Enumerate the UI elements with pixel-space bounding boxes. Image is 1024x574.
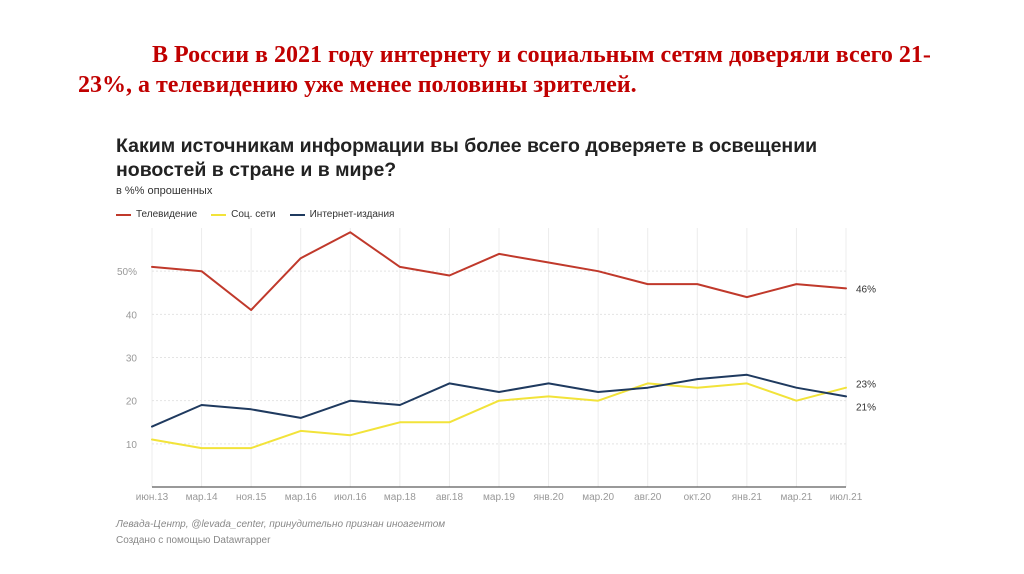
- x-tick-label: июл.16: [334, 492, 367, 503]
- series-line-1: [151, 382, 847, 450]
- x-tick-label: авг.20: [634, 492, 662, 503]
- x-tick-label: авг.18: [436, 492, 464, 503]
- series-line-2: [151, 373, 847, 428]
- y-tick-label: 20: [126, 397, 138, 408]
- x-tick-label: мар.19: [483, 492, 515, 503]
- chart-legend: Телевидение Соц. сети Интернет-издания: [116, 209, 394, 220]
- x-tick-label: мар.20: [582, 492, 614, 503]
- legend-swatch-internet: [289, 213, 305, 216]
- chart-subtitle: в %% опрошенных: [116, 185, 213, 197]
- legend-label-social: Соц. сети: [231, 209, 276, 220]
- chart-axes: 10 20 30 40 50% июн.13 мар.14 ноя.15 мар.16 июл.1…: [117, 267, 863, 503]
- legend-label-internet: Интернет-издания: [309, 209, 395, 220]
- x-tick-label: мар.16: [285, 492, 317, 503]
- y-tick-label: 10: [126, 440, 138, 451]
- x-tick-label: ноя.15: [236, 492, 267, 503]
- x-tick-label: мар.14: [186, 492, 218, 503]
- chart-series: [151, 231, 847, 450]
- legend-item-internet: Интернет-издания: [289, 209, 395, 220]
- chart-credit: Создано с помощью Datawrapper: [116, 535, 271, 546]
- chart-title: Каким источникам информации вы более все…: [116, 135, 818, 181]
- legend-swatch-social: [211, 213, 227, 216]
- legend-swatch-tv: [116, 213, 131, 216]
- x-tick-label: июл.21: [830, 492, 863, 503]
- x-tick-label: июн.13: [136, 492, 169, 503]
- series-line-0: [151, 231, 847, 311]
- slide-headline: В России в 2021 году интернету и социаль…: [78, 42, 931, 98]
- legend-item-tv: Телевидение: [116, 209, 197, 220]
- series-end-label: 23%: [856, 380, 876, 391]
- series-end-label: 21%: [856, 402, 876, 413]
- chart-end-labels: 46% 23% 21%: [856, 284, 876, 413]
- series-end-label: 46%: [856, 284, 876, 295]
- legend-item-social: Соц. сети: [211, 209, 276, 220]
- x-tick-label: янв.20: [533, 492, 564, 503]
- x-tick-label: окт.20: [684, 492, 712, 503]
- chart-grid: [151, 228, 847, 487]
- legend-label-tv: Телевидение: [136, 209, 198, 220]
- chart-source: Левада-Центр, @levada_center, принудител…: [116, 519, 446, 530]
- x-tick-label: мар.21: [780, 492, 812, 503]
- x-tick-label: янв.21: [732, 492, 763, 503]
- y-tick-label: 50%: [117, 267, 137, 278]
- y-tick-label: 30: [126, 354, 138, 365]
- y-tick-label: 40: [126, 310, 138, 321]
- x-tick-label: мар.18: [384, 492, 416, 503]
